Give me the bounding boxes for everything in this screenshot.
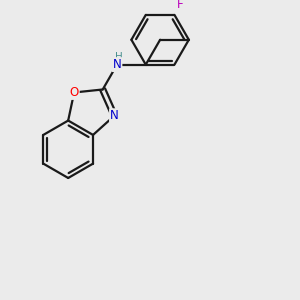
Text: N: N — [110, 109, 119, 122]
Text: F: F — [177, 0, 184, 11]
Text: H: H — [115, 52, 122, 61]
Text: N: N — [113, 58, 122, 71]
Text: O: O — [70, 86, 79, 99]
